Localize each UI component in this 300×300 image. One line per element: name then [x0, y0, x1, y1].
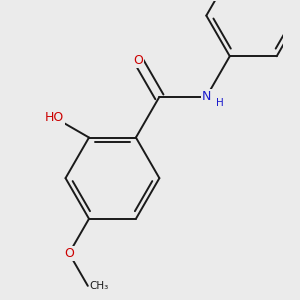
Text: O: O [64, 247, 74, 260]
Text: HO: HO [45, 111, 64, 124]
Text: H: H [217, 98, 224, 108]
Text: N: N [202, 90, 211, 104]
Text: O: O [133, 54, 143, 67]
Text: CH₃: CH₃ [89, 281, 109, 291]
